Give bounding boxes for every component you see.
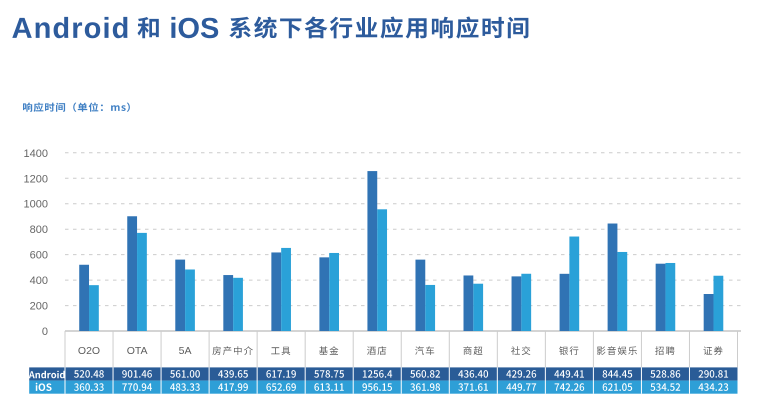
svg-text:600: 600 [30,250,48,262]
svg-text:OTA: OTA [127,345,148,357]
svg-text:1400: 1400 [24,148,48,160]
svg-text:5A: 5A [179,345,192,357]
svg-text:0: 0 [42,326,48,338]
svg-text:1000: 1000 [24,199,48,211]
svg-text:800: 800 [30,224,48,236]
svg-text:O2O: O2O [78,345,100,357]
svg-text:400: 400 [30,275,48,287]
svg-text:200: 200 [30,301,48,313]
svg-text:1200: 1200 [24,173,48,185]
